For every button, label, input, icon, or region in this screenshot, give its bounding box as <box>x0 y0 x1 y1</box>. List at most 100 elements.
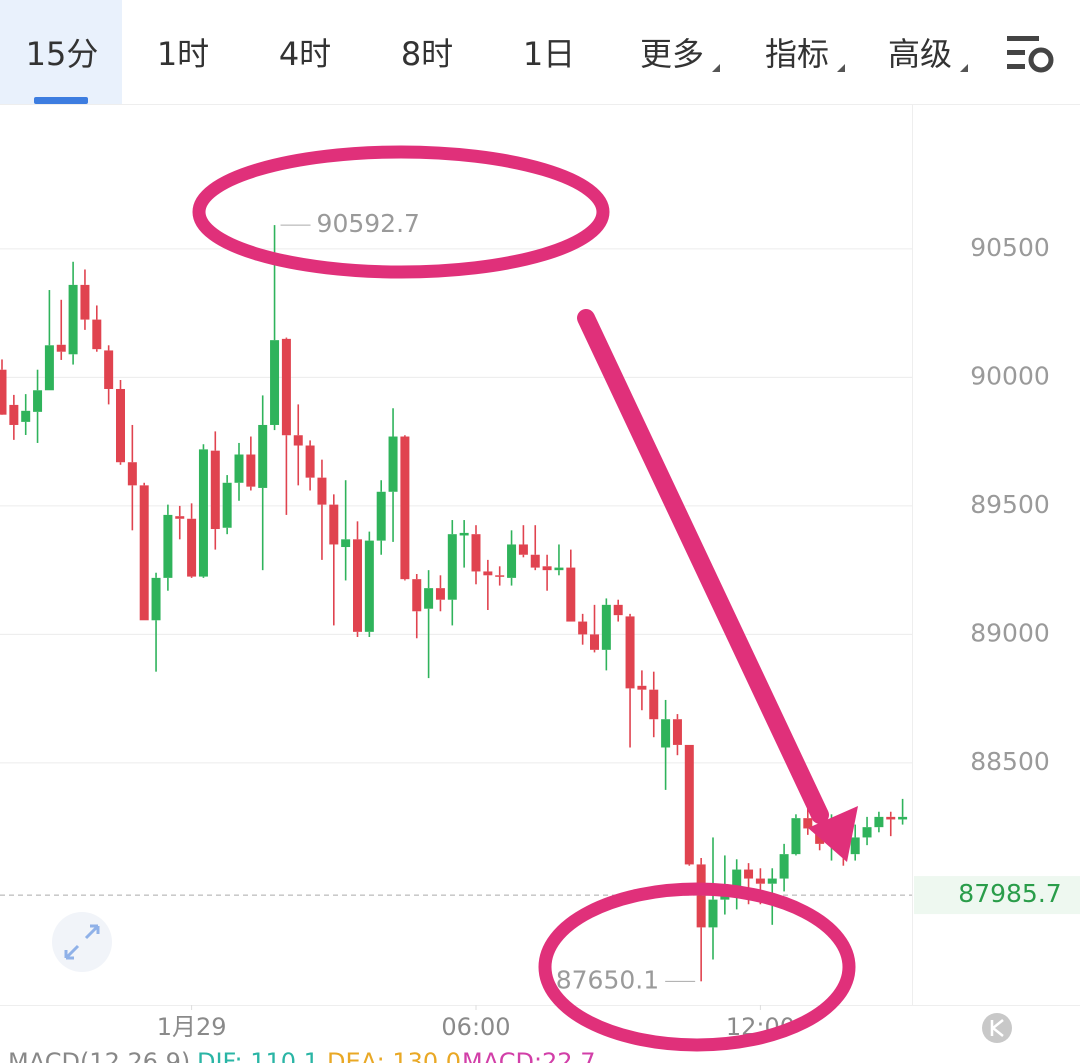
y-tick-label: 90500 <box>970 233 1050 262</box>
candle-body <box>495 575 505 577</box>
x-tick-label: 1月29 <box>157 1013 227 1041</box>
candle-body <box>649 689 659 720</box>
candle-body <box>779 854 789 879</box>
candle-body <box>850 837 860 855</box>
candle-body <box>234 454 244 483</box>
candle-body <box>270 340 280 425</box>
candle-body <box>459 532 469 536</box>
dropdown-caret <box>837 64 845 72</box>
selected-tab-indicator <box>34 97 88 104</box>
candle-body <box>92 319 102 350</box>
candle-body <box>68 284 78 355</box>
candle-body <box>198 449 208 577</box>
candle-body <box>767 878 777 884</box>
candle-body <box>637 685 647 690</box>
expand-button[interactable] <box>52 912 112 972</box>
candle-body <box>246 454 256 487</box>
candle-body <box>684 744 694 865</box>
candle-body <box>803 818 813 829</box>
k-button[interactable] <box>982 1013 1012 1043</box>
candle-body <box>329 504 339 545</box>
indicator-macd: MACD:22.7 <box>462 1048 595 1063</box>
candle-body <box>210 450 220 530</box>
tab[interactable]: 15分 <box>26 35 99 73</box>
indicator-name: MACD(12,26,9) <box>8 1048 190 1063</box>
last-price-box <box>914 876 1080 915</box>
candle-body <box>80 284 90 320</box>
candle-body <box>0 369 7 415</box>
y-tick-label: 89500 <box>970 490 1050 519</box>
indicator-line: MACD(12,26,9) DIF: 110.1 DEA: 130.0 MACD… <box>8 1048 595 1063</box>
indicator-dif: DIF: 110.1 <box>197 1048 319 1063</box>
tab-bar: 15分 1时 4时 8时 1日 更多 指标 高级 <box>26 35 968 73</box>
last-price-label: 87985.7 <box>958 879 1061 908</box>
candle-body <box>447 534 457 600</box>
candle-body <box>471 534 481 572</box>
candle-body <box>127 462 137 486</box>
candle-body <box>732 869 742 889</box>
candle-body <box>874 816 884 828</box>
y-tick-label: 88500 <box>970 747 1050 776</box>
candle-body <box>755 878 765 884</box>
candle-body <box>708 899 718 928</box>
candle-body <box>151 577 161 621</box>
min-label: 87650.1 <box>556 965 659 994</box>
tab[interactable]: 1日 <box>523 35 575 73</box>
candle-body <box>672 719 682 745</box>
candle-body <box>104 350 114 389</box>
tab[interactable]: 4时 <box>279 35 331 73</box>
tab[interactable]: 8时 <box>401 35 453 73</box>
candle-body <box>364 540 374 632</box>
x-tick-label: 06:00 <box>441 1013 510 1041</box>
tab[interactable]: 高级 <box>888 35 952 73</box>
candle-body <box>791 818 801 855</box>
settings-icon[interactable] <box>1007 36 1054 73</box>
grid <box>0 248 912 1010</box>
y-tick-label: 90000 <box>970 361 1050 390</box>
max-label: 90592.7 <box>317 209 420 238</box>
tab[interactable]: 更多 <box>640 35 704 73</box>
candle-body <box>258 424 268 488</box>
candle-body <box>353 539 362 632</box>
candle-body <box>341 539 351 548</box>
annotations <box>192 145 858 1052</box>
candle-body <box>518 544 528 555</box>
candle-body <box>305 445 315 478</box>
candle-body <box>56 344 66 352</box>
candle-body <box>175 516 185 519</box>
candle-body <box>661 719 671 748</box>
candle-body <box>163 514 173 578</box>
candles <box>0 225 908 982</box>
candle-body <box>293 435 303 446</box>
candle-body <box>696 864 706 928</box>
candle-body <box>388 436 398 492</box>
candle-body <box>898 816 908 820</box>
candle-body <box>744 869 754 879</box>
candle-body <box>9 404 19 425</box>
candle-body <box>44 345 54 391</box>
candle-body <box>400 436 410 580</box>
candle-body <box>33 390 43 412</box>
candle-body <box>424 588 434 609</box>
candle-body <box>566 567 576 622</box>
candle-body <box>116 388 125 463</box>
candle-body <box>613 604 623 616</box>
candle-body <box>886 816 896 820</box>
tab[interactable]: 指标 <box>765 35 829 73</box>
indicator-dea: DEA: 130.0 <box>327 1048 461 1063</box>
candle-body <box>590 634 599 650</box>
candle-body <box>139 485 149 621</box>
candle-body <box>376 491 386 541</box>
y-tick-label: 89000 <box>970 618 1050 647</box>
candle-body <box>435 588 445 600</box>
candle-body <box>507 544 517 578</box>
candle-body <box>542 566 552 571</box>
tab[interactable]: 1时 <box>157 35 209 73</box>
candle-body <box>412 579 422 612</box>
candle-body <box>554 567 564 571</box>
dropdown-caret <box>712 64 720 72</box>
candle-body <box>483 571 493 576</box>
